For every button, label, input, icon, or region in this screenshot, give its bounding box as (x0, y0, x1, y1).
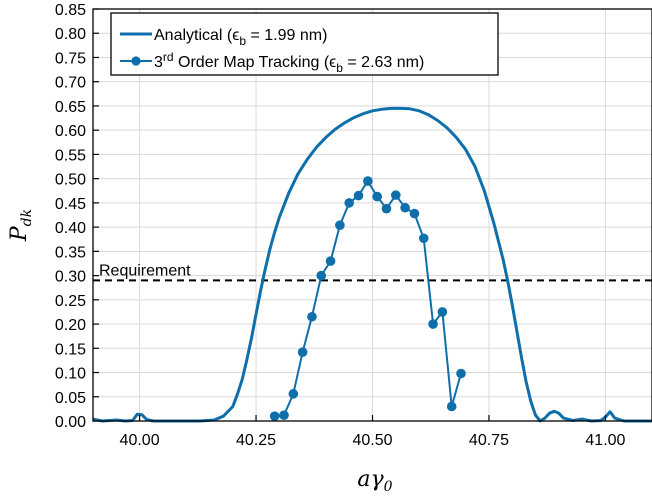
y-tick-label: 0.60 (55, 123, 86, 140)
tracking-point (269, 411, 280, 421)
x-tick-label: 40.50 (352, 432, 392, 449)
y-tick-label: 0.30 (55, 269, 86, 286)
x-tick-label: 41.00 (585, 432, 625, 449)
tracking-point (307, 311, 317, 322)
tracking-point (428, 319, 438, 329)
tracking-series-line (274, 180, 462, 418)
tracking-point (437, 307, 448, 317)
y-tick-label: 0.75 (55, 50, 86, 67)
y-tick-label: 0.40 (55, 220, 86, 237)
tracking-point (279, 410, 289, 420)
tracking-point (390, 190, 401, 200)
y-tick-label: 0.00 (55, 414, 86, 431)
x-tick-label: 40.25 (236, 432, 276, 449)
y-tick-label: 0.35 (55, 244, 86, 261)
y-tick-label: 0.65 (55, 99, 86, 116)
y-axis-title: Pdk (7, 209, 35, 242)
tracking-point (344, 198, 355, 208)
tracking-point (381, 203, 392, 214)
y-tick-label: 0.85 (55, 2, 86, 19)
y-tick-label: 0.10 (55, 366, 86, 383)
tracking-point (409, 208, 420, 219)
legend-label-tracking: 3rd Order Map Tracking (ϵb = 2.63 nm) (154, 50, 424, 75)
tracking-point (400, 202, 410, 213)
tracking-point (446, 401, 457, 412)
tracking-point (316, 270, 327, 281)
y-tick-label: 0.70 (55, 75, 86, 92)
tracking-point (297, 347, 308, 357)
x-axis-title: aγ0 (357, 467, 392, 495)
tracking-point (353, 190, 364, 201)
legend-marker-tracking (131, 56, 141, 66)
y-tick-label: 0.50 (55, 172, 86, 189)
tracking-point (418, 233, 429, 244)
tracking-point (325, 256, 336, 266)
tracking-point (372, 191, 382, 202)
y-tick-label: 0.55 (55, 147, 86, 164)
ticks: 40.00 40.25 40.50 40.75 41.00 0.00 0.05 0.10 0.1… (55, 2, 626, 449)
y-tick-label: 0.15 (55, 341, 86, 358)
y-tick-label: 0.45 (55, 196, 86, 213)
analytical-series-line (92, 106, 652, 423)
y-tick-label: 0.20 (55, 317, 86, 334)
legend: Analytical (ϵb = 1.99 nm) 3rd Order Map … (110, 12, 499, 76)
y-tick-label: 0.25 (55, 293, 86, 310)
legend-label-analytical: Analytical (ϵb = 1.99 nm) (154, 27, 327, 48)
requirement-label: Requirement (99, 262, 191, 279)
tracking-point (288, 389, 299, 399)
x-tick-label: 40.00 (120, 432, 160, 449)
y-tick-label: 0.80 (55, 26, 86, 43)
tracking-point (335, 220, 345, 230)
y-tick-label: 0.05 (55, 390, 86, 407)
tracking-point (456, 368, 466, 379)
series-layer: Requirement (92, 106, 652, 423)
x-tick-label: 40.75 (469, 432, 509, 449)
tracking-point (363, 176, 373, 186)
legend-box (110, 12, 499, 76)
